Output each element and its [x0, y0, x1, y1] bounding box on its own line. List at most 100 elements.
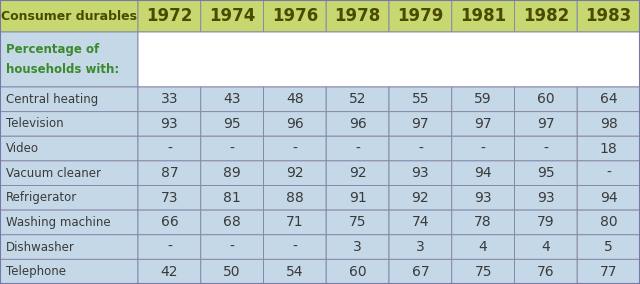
Text: 4: 4: [541, 240, 550, 254]
Text: -: -: [230, 141, 235, 156]
Text: 1982: 1982: [523, 7, 569, 25]
Text: 4: 4: [479, 240, 488, 254]
Bar: [264, 210, 326, 235]
Text: 94: 94: [600, 191, 618, 205]
Bar: [577, 161, 640, 185]
Bar: [264, 259, 326, 284]
Text: 1981: 1981: [460, 7, 506, 25]
Text: 95: 95: [223, 117, 241, 131]
Bar: [452, 235, 515, 259]
Text: 91: 91: [349, 191, 367, 205]
Bar: [389, 235, 452, 259]
Bar: [577, 235, 640, 259]
Bar: [138, 161, 201, 185]
Text: -: -: [418, 141, 423, 156]
Bar: [0, 185, 138, 210]
Text: 71: 71: [286, 216, 304, 229]
Text: 1983: 1983: [586, 7, 632, 25]
Bar: [515, 185, 577, 210]
Text: Refrigerator: Refrigerator: [6, 191, 77, 204]
Bar: [389, 0, 452, 32]
Bar: [138, 210, 201, 235]
Text: 96: 96: [349, 117, 367, 131]
Text: households with:: households with:: [6, 63, 119, 76]
Text: 81: 81: [223, 191, 241, 205]
Text: 97: 97: [474, 117, 492, 131]
Bar: [452, 161, 515, 185]
Bar: [264, 161, 326, 185]
Text: -: -: [355, 141, 360, 156]
Text: 92: 92: [286, 166, 304, 180]
Text: 1972: 1972: [146, 7, 193, 25]
Bar: [389, 112, 452, 136]
Bar: [201, 185, 264, 210]
Text: -: -: [481, 141, 486, 156]
Text: 80: 80: [600, 216, 618, 229]
Text: Consumer durables: Consumer durables: [1, 9, 137, 22]
Bar: [515, 259, 577, 284]
Text: 89: 89: [223, 166, 241, 180]
Bar: [452, 0, 515, 32]
Bar: [515, 235, 577, 259]
Text: -: -: [292, 141, 298, 156]
Text: -: -: [292, 240, 298, 254]
Bar: [138, 0, 201, 32]
Bar: [138, 112, 201, 136]
Bar: [264, 235, 326, 259]
Bar: [138, 259, 201, 284]
Text: 93: 93: [537, 191, 555, 205]
Bar: [515, 161, 577, 185]
Bar: [201, 0, 264, 32]
Text: 55: 55: [412, 92, 429, 106]
Bar: [0, 32, 138, 87]
Text: 3: 3: [416, 240, 425, 254]
Bar: [201, 210, 264, 235]
Text: 87: 87: [161, 166, 178, 180]
Bar: [577, 185, 640, 210]
Bar: [577, 136, 640, 161]
Text: 75: 75: [349, 216, 366, 229]
Bar: [326, 87, 389, 112]
Text: 79: 79: [537, 216, 555, 229]
Bar: [326, 185, 389, 210]
Text: 52: 52: [349, 92, 366, 106]
Bar: [326, 0, 389, 32]
Bar: [138, 87, 201, 112]
Text: 33: 33: [161, 92, 178, 106]
Bar: [515, 136, 577, 161]
Bar: [264, 112, 326, 136]
Bar: [0, 259, 138, 284]
Bar: [389, 136, 452, 161]
Text: -: -: [606, 166, 611, 180]
Bar: [389, 161, 452, 185]
Text: 60: 60: [537, 92, 555, 106]
Bar: [515, 112, 577, 136]
Bar: [201, 161, 264, 185]
Text: 50: 50: [223, 265, 241, 279]
Text: 92: 92: [412, 191, 429, 205]
Bar: [452, 210, 515, 235]
Text: 92: 92: [349, 166, 367, 180]
Text: Dishwasher: Dishwasher: [6, 241, 75, 254]
Text: 78: 78: [474, 216, 492, 229]
Bar: [138, 185, 201, 210]
Text: 42: 42: [161, 265, 178, 279]
Text: 18: 18: [600, 141, 618, 156]
Text: Telephone: Telephone: [6, 265, 66, 278]
Bar: [0, 112, 138, 136]
Bar: [264, 0, 326, 32]
Bar: [389, 210, 452, 235]
Text: 75: 75: [474, 265, 492, 279]
Bar: [577, 0, 640, 32]
Text: Central heating: Central heating: [6, 93, 99, 106]
Text: 60: 60: [349, 265, 367, 279]
Bar: [264, 185, 326, 210]
Bar: [452, 185, 515, 210]
Bar: [0, 0, 138, 32]
Text: 68: 68: [223, 216, 241, 229]
Text: 96: 96: [286, 117, 304, 131]
Bar: [389, 87, 452, 112]
Bar: [201, 259, 264, 284]
Text: -: -: [167, 141, 172, 156]
Bar: [326, 259, 389, 284]
